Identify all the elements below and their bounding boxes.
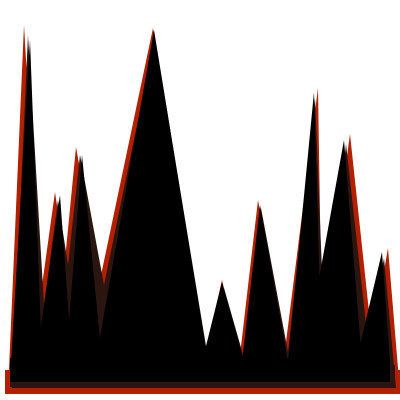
base bbox=[10, 358, 390, 382]
peak-5 bbox=[202, 282, 244, 362]
peak-4 bbox=[96, 30, 208, 362]
peaks-layer bbox=[10, 30, 390, 382]
